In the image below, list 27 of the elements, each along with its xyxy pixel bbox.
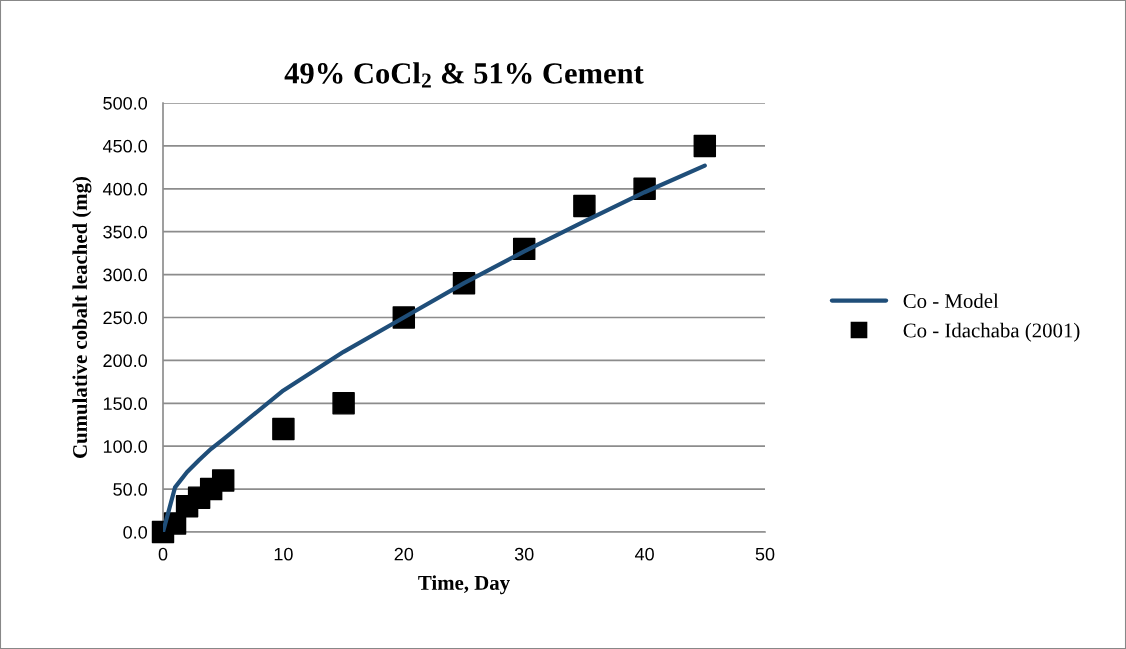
y-axis-title: Cumulative cobalt leached (mg) [72,176,92,458]
x-tick-label: 40 [634,547,654,561]
legend-label: Co - Idachaba (2001) [903,322,1080,342]
legend-label: Co - Model [903,293,999,309]
y-tick-label: 0.0 [123,525,148,539]
point [693,134,717,158]
chart-title: 49% CoCl$_{2}$ & 51% Cement [284,62,644,88]
y-tick-label: 450.0 [102,139,148,153]
x-axis-title: Time, Day [418,575,510,595]
y-tick-label: 400.0 [102,182,148,196]
y-tick-label: 200.0 [103,354,148,368]
y-tick-label: 150.0 [103,397,148,411]
y-tick-label: 250.0 [103,311,148,325]
x-tick-label: 30 [514,547,534,561]
y-tick-label: 350.0 [103,225,148,239]
point [332,392,355,415]
y-tick-label: 100.0 [103,440,148,453]
y-tick-label: 300.0 [103,268,148,282]
point [211,469,235,492]
x-tick-label: 10 [274,547,293,561]
point [573,194,596,218]
point [272,417,295,441]
y-tick-label: 500.0 [103,96,148,110]
y-tick-label: 50.0 [113,483,148,496]
x-tick-label: 50 [755,547,775,561]
x-tick-label: 20 [394,547,414,561]
x-tick-label: 0 [158,547,168,561]
